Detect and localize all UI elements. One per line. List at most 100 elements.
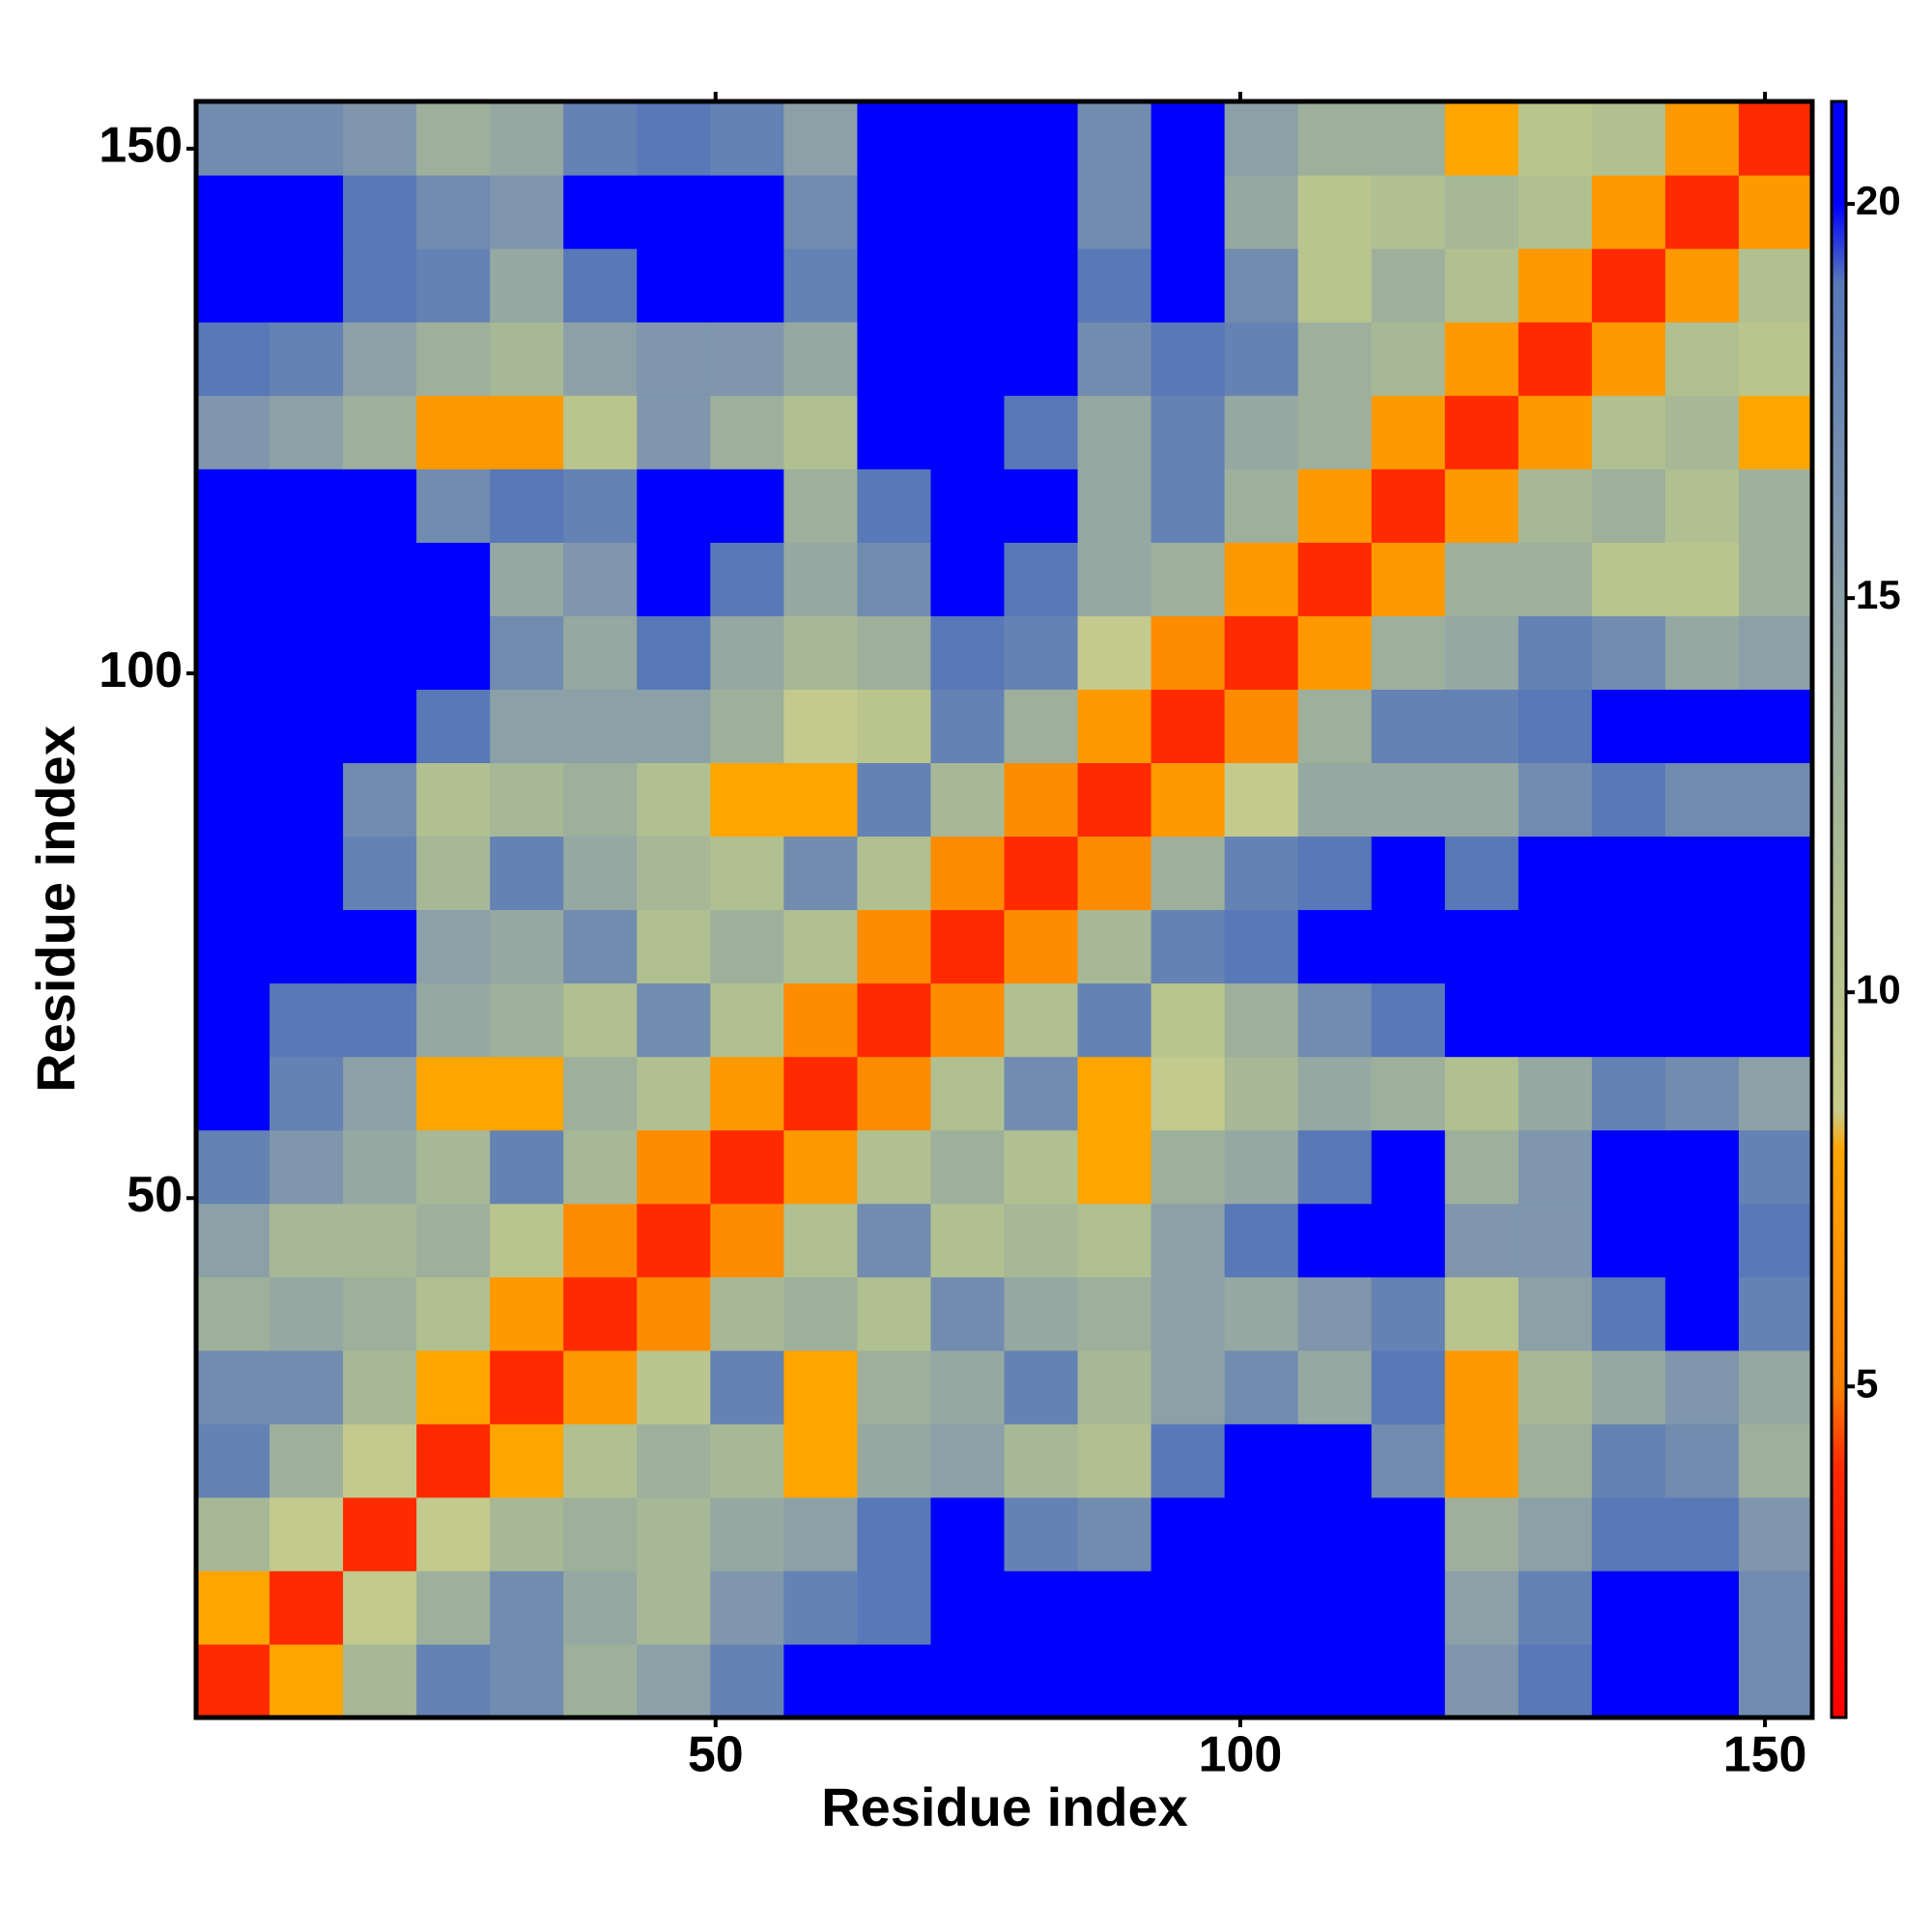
heatmap-cell xyxy=(343,1276,417,1351)
heatmap-cell xyxy=(710,1129,784,1205)
heatmap-cell xyxy=(930,1570,1006,1645)
heatmap-cell xyxy=(1151,248,1226,323)
heatmap-cell xyxy=(1518,248,1593,323)
heatmap-cell xyxy=(857,836,932,911)
heatmap-cell xyxy=(930,248,1006,323)
heatmap-cell xyxy=(196,1350,270,1425)
heatmap-cell xyxy=(270,836,344,911)
heatmap-cell xyxy=(1224,1570,1299,1645)
heatmap-cell xyxy=(490,1570,564,1645)
heatmap-cell xyxy=(1297,982,1373,1058)
heatmap-cell xyxy=(1224,469,1299,543)
heatmap-cell xyxy=(490,1056,564,1131)
heatmap-cell xyxy=(1224,615,1299,690)
heatmap-cell xyxy=(710,469,784,543)
heatmap-cell xyxy=(1591,762,1666,838)
heatmap-cell xyxy=(1224,689,1299,764)
heatmap-cell xyxy=(270,395,344,469)
heatmap-cell xyxy=(1371,101,1446,176)
heatmap-cell xyxy=(1371,836,1446,911)
heatmap-cell xyxy=(783,1423,859,1498)
heatmap-cell xyxy=(1444,615,1520,690)
heatmap-cell xyxy=(857,615,932,690)
heatmap-cell xyxy=(857,689,932,764)
heatmap-cell xyxy=(857,1203,932,1278)
heatmap-cell xyxy=(1004,1643,1079,1719)
heatmap-cell xyxy=(930,1203,1006,1278)
heatmap-cell xyxy=(1151,909,1226,984)
heatmap-cell xyxy=(416,1350,491,1425)
heatmap-cell xyxy=(1151,542,1226,616)
heatmap-cell xyxy=(930,1276,1006,1351)
heatmap-cell xyxy=(1444,1350,1520,1425)
heatmap-cell xyxy=(1297,322,1373,396)
heatmap-cell xyxy=(1224,909,1299,984)
heatmap-cell xyxy=(1664,1570,1740,1645)
heatmap-cell xyxy=(1738,982,1813,1058)
heatmap-cell xyxy=(1004,248,1079,323)
heatmap-cell xyxy=(343,248,417,323)
heatmap-cell xyxy=(1004,1056,1079,1131)
heatmap-cell xyxy=(710,762,784,838)
heatmap-cell xyxy=(1664,762,1740,838)
colorbar-tick-label: 10 xyxy=(1856,966,1901,1011)
heatmap-cell xyxy=(1151,836,1226,911)
heatmap-cell xyxy=(1444,248,1520,323)
heatmap-cell xyxy=(343,762,417,838)
heatmap-cell xyxy=(1224,982,1299,1058)
colorbar-tick-label: 20 xyxy=(1856,178,1901,223)
heatmap-cell xyxy=(1297,909,1373,984)
heatmap-cell xyxy=(343,322,417,396)
x-axis-title: Residue index xyxy=(821,1776,1188,1837)
heatmap-cell xyxy=(1371,982,1446,1058)
heatmap-cell xyxy=(1004,542,1079,616)
heatmap-cell xyxy=(1591,469,1666,543)
heatmap-cell xyxy=(1297,1350,1373,1425)
heatmap-cell xyxy=(196,1570,270,1645)
heatmap-cell xyxy=(930,1496,1006,1572)
heatmap-cell xyxy=(270,542,344,616)
heatmap-cell xyxy=(637,1643,711,1719)
heatmap-cell xyxy=(1151,1350,1226,1425)
heatmap-cell xyxy=(710,248,784,323)
heatmap-cell xyxy=(637,836,711,911)
heatmap-cell xyxy=(1004,175,1079,249)
heatmap-cell xyxy=(196,1056,270,1131)
heatmap-cell xyxy=(563,1350,638,1425)
y-tick-label: 150 xyxy=(99,118,183,174)
heatmap-cell xyxy=(563,836,638,911)
heatmap-cell xyxy=(1077,1643,1152,1719)
heatmap-cell xyxy=(490,982,564,1058)
heatmap-cell xyxy=(857,982,932,1058)
heatmap-cell xyxy=(857,1129,932,1205)
heatmap-cell xyxy=(343,1496,417,1572)
heatmap-cell xyxy=(1591,1423,1666,1498)
heatmap-cell xyxy=(1664,689,1740,764)
heatmap-cell xyxy=(1738,322,1813,396)
heatmap-cell xyxy=(416,1643,491,1719)
heatmap-cell xyxy=(710,615,784,690)
heatmap-cell xyxy=(1444,1423,1520,1498)
heatmap-cell xyxy=(270,248,344,323)
heatmap-cell xyxy=(857,395,932,469)
heatmap-cell xyxy=(196,1129,270,1205)
heatmap-cells xyxy=(196,101,1813,1719)
heatmap-cell xyxy=(930,615,1006,690)
heatmap-cell xyxy=(343,395,417,469)
heatmap-cell xyxy=(1004,1570,1079,1645)
heatmap-cell xyxy=(783,1570,859,1645)
heatmap-cell xyxy=(1444,469,1520,543)
colorbar xyxy=(1830,99,1848,1719)
heatmap-cell xyxy=(783,175,859,249)
heatmap-cell xyxy=(343,982,417,1058)
heatmap-cell xyxy=(563,762,638,838)
heatmap-cell xyxy=(196,909,270,984)
heatmap-cell xyxy=(196,395,270,469)
heatmap-cell xyxy=(1151,1203,1226,1278)
heatmap-cell xyxy=(1738,1570,1813,1645)
heatmap-cell xyxy=(637,101,711,176)
heatmap-cell xyxy=(1371,1276,1446,1351)
heatmap-cell xyxy=(857,469,932,543)
heatmap-cell xyxy=(1738,175,1813,249)
heatmap-cell xyxy=(1518,395,1593,469)
